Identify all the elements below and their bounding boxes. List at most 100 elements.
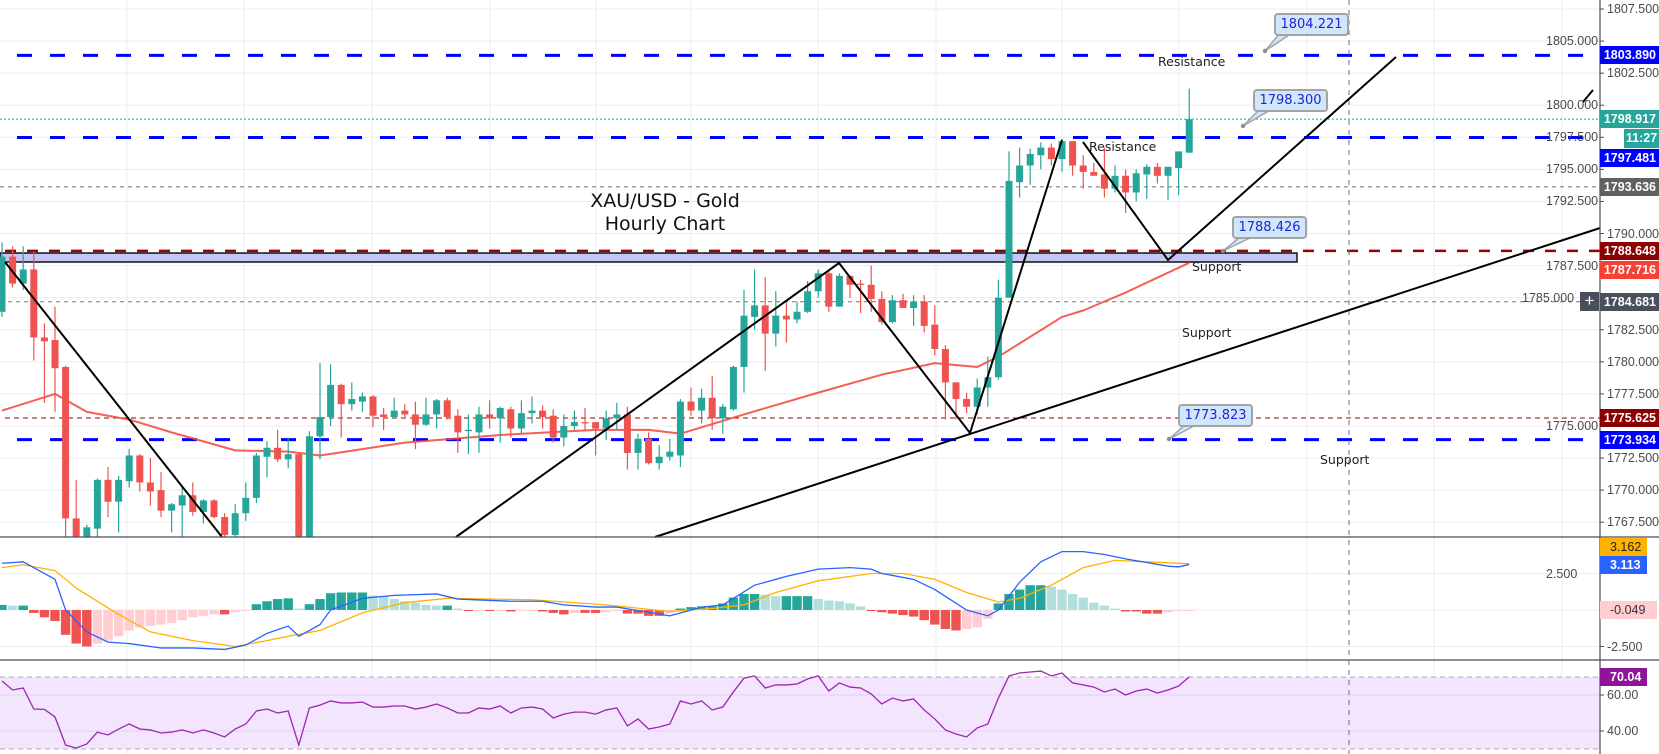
macd-histogram-bar	[474, 610, 484, 611]
candle	[72, 479, 80, 537]
price-callout[interactable]: 1773.823	[1178, 404, 1253, 427]
candle-body	[793, 311, 801, 320]
candle-body	[1079, 165, 1087, 172]
macd-histogram-bar	[580, 610, 590, 613]
price-axis-tick-label: 1792.500	[1546, 194, 1599, 209]
macd-histogram-bar	[219, 610, 230, 615]
candle-body	[655, 456, 663, 464]
candle	[475, 406, 483, 453]
candle-body	[920, 301, 928, 326]
candle	[517, 400, 525, 434]
candle	[676, 399, 684, 468]
macd-histogram-bar	[1152, 610, 1163, 614]
candle-body	[1069, 141, 1077, 166]
candle	[19, 246, 27, 290]
candle-body	[888, 300, 896, 323]
v-reversal-line	[1082, 56, 1397, 262]
macd-histogram-bar	[951, 610, 961, 631]
macd-histogram-bar	[1046, 586, 1057, 610]
macd-histogram-bar	[7, 605, 18, 610]
candle	[327, 364, 335, 426]
candle	[1005, 151, 1013, 298]
macd-histogram-bar	[209, 610, 219, 615]
candle	[528, 396, 536, 424]
macd-histogram-bar	[559, 610, 569, 615]
candle	[390, 397, 398, 417]
macd-histogram-bar	[71, 610, 81, 644]
candle	[539, 405, 547, 429]
candle-body	[1175, 151, 1183, 169]
candle-body	[602, 418, 610, 429]
macd-histogram-bar	[1067, 593, 1078, 610]
macd-histogram-bar	[845, 603, 855, 610]
candle-body	[93, 479, 101, 529]
price-callout[interactable]: 1804.221	[1274, 13, 1349, 36]
macd-histogram-bar	[1120, 610, 1131, 612]
candle-body	[528, 410, 536, 414]
candle-body	[941, 348, 949, 383]
macd-histogram-bar	[760, 594, 770, 610]
candle-body	[380, 414, 388, 417]
price-callout[interactable]: 1788.426	[1232, 216, 1307, 239]
candle-body	[729, 366, 737, 410]
candle-body	[931, 324, 939, 349]
candle-body	[104, 479, 112, 502]
candle	[549, 409, 557, 443]
macd-histogram-bar	[792, 596, 802, 610]
price-axis-value-label: 1775.625	[1600, 408, 1659, 427]
candle-body	[835, 275, 843, 307]
macd-histogram-bar	[357, 592, 368, 610]
candle	[104, 467, 112, 518]
candle-body	[146, 482, 154, 492]
macd-histogram-bar	[0, 604, 7, 610]
macd-histogram-bar	[1078, 597, 1088, 610]
candle	[125, 449, 133, 488]
candle	[857, 279, 865, 314]
macd-histogram-bar	[834, 601, 845, 610]
macd-histogram-bar	[813, 599, 823, 610]
candle	[984, 356, 992, 407]
candle-body	[337, 384, 345, 405]
candle-body	[751, 305, 759, 317]
macd-histogram-bar	[421, 604, 431, 610]
macd-histogram-bar	[294, 608, 304, 610]
macd-histogram-bar	[453, 608, 463, 610]
candle	[284, 437, 292, 469]
candle	[1164, 166, 1172, 201]
macd-histogram-bar	[336, 592, 346, 610]
downtrend-line	[4, 261, 223, 538]
candle	[40, 323, 48, 403]
price-callout[interactable]: 1798.300	[1253, 89, 1328, 112]
macd-histogram-bar	[506, 610, 516, 612]
macd-histogram-bar	[781, 596, 792, 610]
candle-body	[125, 455, 133, 482]
candle	[242, 482, 250, 521]
candle-body	[666, 451, 674, 457]
callout-anchor-dot	[1240, 123, 1246, 129]
candle-body	[984, 377, 992, 388]
candle	[623, 406, 631, 470]
candle	[422, 397, 430, 426]
candle	[963, 392, 971, 414]
macd-histogram-bar	[887, 610, 898, 614]
macd-histogram-bar	[145, 610, 156, 627]
candle-body	[1164, 166, 1172, 176]
macd-histogram-bar	[940, 610, 951, 629]
candle	[411, 401, 419, 450]
candle	[1153, 162, 1161, 184]
candle	[433, 399, 441, 429]
candle-body	[1058, 141, 1066, 160]
candle-body	[30, 269, 38, 338]
crosshair-add-button[interactable]: +	[1580, 292, 1599, 311]
macd-histogram-bar	[283, 598, 293, 610]
candle-body	[252, 455, 260, 498]
macd-histogram-bar	[1173, 610, 1184, 611]
callout-pointer	[1222, 236, 1253, 252]
candle	[1090, 162, 1098, 176]
candle-body	[973, 387, 981, 407]
candle	[136, 454, 144, 492]
candle	[168, 502, 176, 533]
macd-histogram-bar	[166, 610, 177, 624]
